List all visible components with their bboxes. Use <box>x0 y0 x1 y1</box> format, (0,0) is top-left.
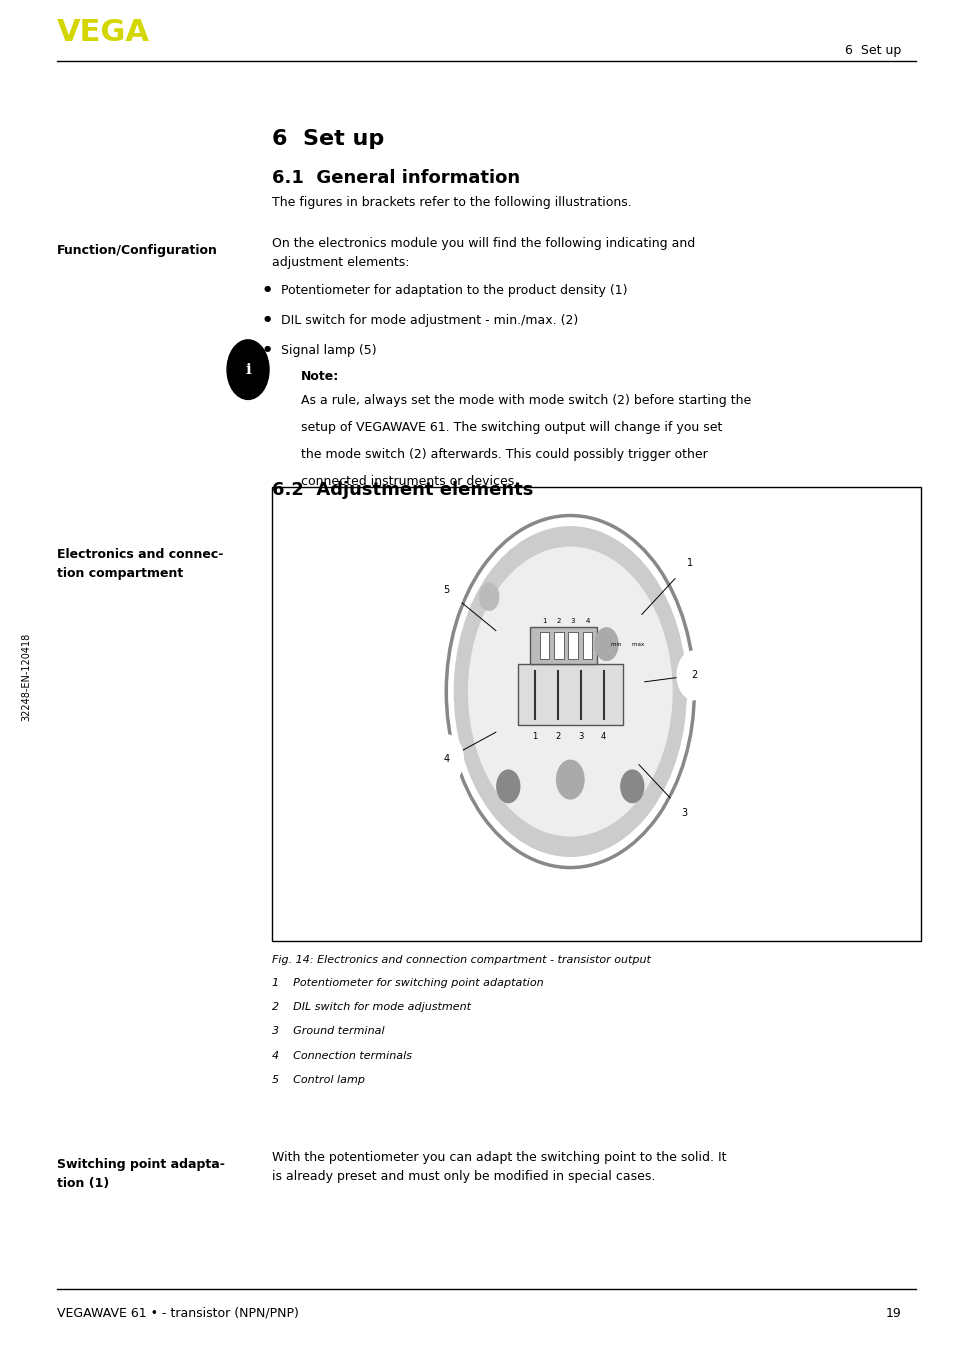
FancyBboxPatch shape <box>539 632 549 659</box>
Text: 4    Connection terminals: 4 Connection terminals <box>272 1051 412 1060</box>
FancyBboxPatch shape <box>272 487 920 941</box>
Text: Potentiometer for adaptation to the product density (1): Potentiometer for adaptation to the prod… <box>281 284 627 298</box>
Text: Note:: Note: <box>300 370 338 383</box>
FancyBboxPatch shape <box>582 632 592 659</box>
Text: 6  Set up: 6 Set up <box>844 43 901 57</box>
Circle shape <box>667 789 701 838</box>
Text: the mode switch (2) afterwards. This could possibly trigger other: the mode switch (2) afterwards. This cou… <box>300 448 706 462</box>
Text: 4: 4 <box>585 617 589 624</box>
Text: 2    DIL switch for mode adjustment: 2 DIL switch for mode adjustment <box>272 1002 471 1011</box>
Text: 32248-EN-120418: 32248-EN-120418 <box>22 632 31 722</box>
Text: 2: 2 <box>557 617 560 624</box>
Circle shape <box>479 584 498 611</box>
Text: 1: 1 <box>532 733 537 741</box>
Text: Function/Configuration: Function/Configuration <box>57 244 218 257</box>
Circle shape <box>595 628 618 661</box>
Circle shape <box>672 539 706 588</box>
Text: 4: 4 <box>600 733 606 741</box>
Text: 5    Control lamp: 5 Control lamp <box>272 1075 364 1085</box>
Text: ●: ● <box>263 284 271 294</box>
Text: 3: 3 <box>578 733 583 741</box>
Text: 3: 3 <box>681 808 687 818</box>
Text: Signal lamp (5): Signal lamp (5) <box>281 344 376 357</box>
Text: 1: 1 <box>541 617 546 624</box>
Text: 6  Set up: 6 Set up <box>272 129 384 149</box>
FancyBboxPatch shape <box>517 665 622 726</box>
Circle shape <box>454 527 686 857</box>
FancyBboxPatch shape <box>568 632 578 659</box>
Text: setup of VEGAWAVE 61. The switching output will change if you set: setup of VEGAWAVE 61. The switching outp… <box>300 421 721 435</box>
FancyBboxPatch shape <box>554 632 563 659</box>
Circle shape <box>429 735 463 784</box>
Circle shape <box>620 770 643 803</box>
Circle shape <box>497 770 519 803</box>
Text: connected instruments or devices.: connected instruments or devices. <box>300 475 517 489</box>
Text: 2: 2 <box>555 733 560 741</box>
Circle shape <box>557 761 583 799</box>
Text: 19: 19 <box>884 1307 901 1320</box>
Text: With the potentiometer you can adapt the switching point to the solid. It
is alr: With the potentiometer you can adapt the… <box>272 1151 725 1183</box>
Circle shape <box>468 547 671 835</box>
Text: ●: ● <box>263 314 271 324</box>
Text: The figures in brackets refer to the following illustrations.: The figures in brackets refer to the fol… <box>272 196 631 210</box>
Text: Switching point adapta-
tion (1): Switching point adapta- tion (1) <box>57 1158 225 1190</box>
Text: 5: 5 <box>443 585 449 594</box>
Circle shape <box>429 566 463 615</box>
Text: 6.2  Adjustment elements: 6.2 Adjustment elements <box>272 481 533 498</box>
Text: 1    Potentiometer for switching point adaptation: 1 Potentiometer for switching point adap… <box>272 978 543 987</box>
Text: As a rule, always set the mode with mode switch (2) before starting the: As a rule, always set the mode with mode… <box>300 394 750 408</box>
Text: 3    Ground terminal: 3 Ground terminal <box>272 1026 384 1036</box>
Text: ●: ● <box>263 344 271 353</box>
Text: Electronics and connec-
tion compartment: Electronics and connec- tion compartment <box>57 548 223 581</box>
Text: 1: 1 <box>686 558 692 567</box>
Circle shape <box>227 340 269 399</box>
Text: Fig. 14: Electronics and connection compartment - transistor output: Fig. 14: Electronics and connection comp… <box>272 955 650 964</box>
Text: VEGAWAVE 61 • - transistor (NPN/PNP): VEGAWAVE 61 • - transistor (NPN/PNP) <box>57 1307 299 1320</box>
Text: min      max: min max <box>611 642 644 647</box>
Text: VEGA: VEGA <box>57 19 150 47</box>
Text: 2: 2 <box>691 670 697 680</box>
Text: 6.1  General information: 6.1 General information <box>272 169 519 187</box>
Text: On the electronics module you will find the following indicating and
adjustment : On the electronics module you will find … <box>272 237 695 269</box>
FancyBboxPatch shape <box>530 627 597 665</box>
Text: 4: 4 <box>443 754 449 764</box>
Text: i: i <box>245 363 251 376</box>
Circle shape <box>677 651 711 700</box>
Text: DIL switch for mode adjustment - min./max. (2): DIL switch for mode adjustment - min./ma… <box>281 314 578 328</box>
Text: 3: 3 <box>570 617 575 624</box>
